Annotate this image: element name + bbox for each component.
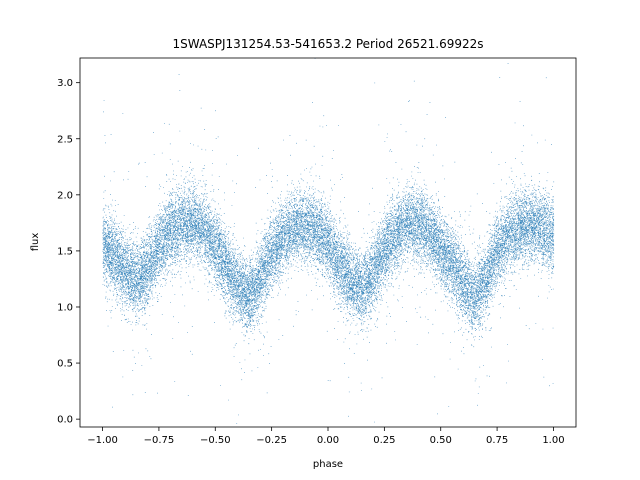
y-tick-label: 3.0 — [57, 78, 73, 89]
x-tick-label: 0.00 — [317, 435, 339, 446]
y-tick-label: 1.0 — [57, 302, 73, 313]
x-tick-label: −1.00 — [87, 435, 118, 446]
y-tick-label: 2.5 — [57, 134, 73, 145]
x-tick-label: 1.00 — [542, 435, 564, 446]
x-tick-label: 0.25 — [373, 435, 395, 446]
x-axis-label: phase — [313, 459, 343, 470]
data-points — [102, 58, 555, 424]
y-tick-label: 1.5 — [57, 246, 73, 257]
y-tick-label: 0.0 — [57, 415, 73, 426]
y-axis-label: flux — [30, 233, 41, 252]
chart-title: 1SWASPJ131254.53-541653.2 Period 26521.6… — [172, 37, 483, 51]
x-tick-label: 0.75 — [486, 435, 508, 446]
x-axis: −1.00 −0.75 −0.50 −0.25 0.00 0.25 0.50 0.75 1.00 — [87, 427, 565, 446]
y-tick-label: 2.0 — [57, 190, 73, 201]
x-tick-label: 0.50 — [430, 435, 452, 446]
y-axis: 0.0 0.5 1.0 1.5 2.0 2.5 3.0 — [57, 78, 80, 426]
x-tick-label: −0.50 — [200, 435, 231, 446]
scatter-points — [102, 58, 555, 424]
x-tick-label: −0.75 — [144, 435, 175, 446]
x-tick-label: −0.25 — [256, 435, 287, 446]
y-tick-label: 0.5 — [57, 359, 73, 370]
